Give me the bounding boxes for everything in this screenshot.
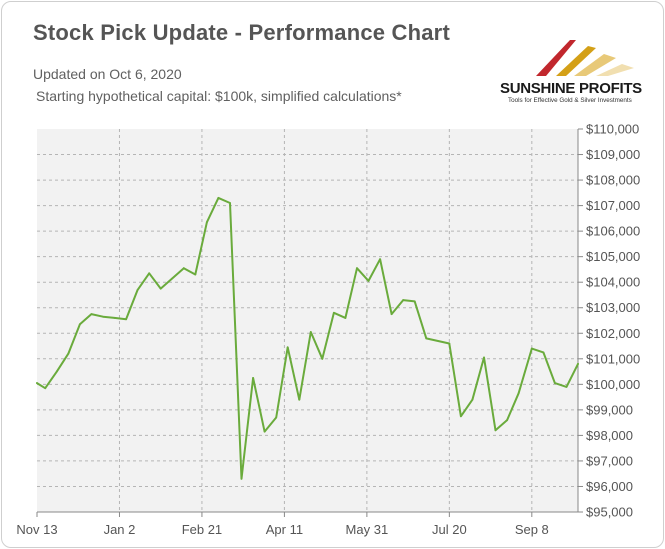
y-tick-label: $110,000 xyxy=(586,122,639,137)
y-tick-label: $100,000 xyxy=(586,377,640,392)
data-point xyxy=(298,398,301,401)
data-point xyxy=(448,342,451,345)
x-tick-label: Jul 20 xyxy=(432,522,467,537)
data-point xyxy=(402,299,405,301)
data-point xyxy=(194,273,197,276)
data-point xyxy=(113,317,116,319)
data-point xyxy=(542,351,545,354)
y-tick-label: $102,000 xyxy=(586,326,640,341)
y-tick-label: $108,000 xyxy=(586,173,640,188)
data-point xyxy=(565,385,568,388)
x-tick-label: Sep 8 xyxy=(515,522,549,537)
data-point xyxy=(148,272,151,275)
y-tick-label: $99,000 xyxy=(586,402,633,417)
data-point xyxy=(471,398,474,401)
data-point xyxy=(577,363,579,365)
plot-area xyxy=(37,129,578,512)
data-point xyxy=(67,352,70,355)
data-point xyxy=(286,346,289,349)
data-point xyxy=(506,419,508,421)
data-point xyxy=(425,337,428,340)
x-tick-label: Nov 13 xyxy=(16,522,57,537)
y-tick-label: $109,000 xyxy=(586,147,640,162)
y-tick-label: $104,000 xyxy=(586,275,640,290)
data-point xyxy=(321,357,324,360)
data-point xyxy=(205,221,208,224)
data-point xyxy=(459,415,462,418)
y-tick-label: $107,000 xyxy=(586,198,640,213)
data-point xyxy=(517,392,520,395)
data-point xyxy=(483,356,485,359)
data-point xyxy=(356,267,358,270)
capital-note: Starting hypothetical capital: $100k, si… xyxy=(36,88,402,104)
data-point xyxy=(554,382,556,384)
chart-title: Stock Pick Update - Performance Chart xyxy=(33,20,450,45)
series-layer xyxy=(36,196,579,480)
data-point xyxy=(530,347,533,350)
data-point xyxy=(413,300,416,303)
logo-name: SUNSHINE PROFITS xyxy=(500,80,642,97)
data-point xyxy=(240,477,243,480)
data-point xyxy=(217,197,220,199)
data-point xyxy=(102,315,104,318)
data-point xyxy=(159,287,162,290)
x-tick-label: Jan 2 xyxy=(104,522,136,537)
y-tick-label: $101,000 xyxy=(586,351,640,366)
data-point xyxy=(44,387,47,390)
data-point xyxy=(171,277,174,280)
data-point xyxy=(36,382,38,384)
data-point xyxy=(90,313,93,316)
grid-lines xyxy=(37,129,578,512)
axes xyxy=(36,128,583,517)
y-tick-label: $106,000 xyxy=(586,224,640,239)
data-point xyxy=(263,430,266,433)
data-point xyxy=(275,416,278,419)
data-point xyxy=(136,288,139,291)
logo-swoosh-icon xyxy=(536,40,634,76)
tick-labels: $95,000 $96,000 $97,000 $98,000 $99,000 $100,… xyxy=(16,122,640,538)
logo-tagline: Tools for Effective Gold & Silver Invest… xyxy=(508,97,632,104)
data-point xyxy=(390,313,393,316)
data-point xyxy=(252,377,254,379)
data-point xyxy=(367,280,370,282)
data-point xyxy=(344,317,347,319)
y-tick-label: $96,000 xyxy=(586,479,633,494)
data-point xyxy=(309,331,312,333)
data-point xyxy=(494,429,497,432)
data-point xyxy=(55,370,58,373)
y-tick-label: $103,000 xyxy=(586,300,640,315)
y-tick-label: $97,000 xyxy=(586,453,633,468)
x-tick-label: Feb 21 xyxy=(182,522,222,537)
x-tick-label: May 31 xyxy=(346,522,389,537)
updated-date: Updated on Oct 6, 2020 xyxy=(33,66,182,82)
x-tick-label: Apr 11 xyxy=(266,522,303,537)
data-point xyxy=(229,202,231,204)
y-tick-label: $105,000 xyxy=(586,249,640,264)
y-tick-label: $95,000 xyxy=(586,505,633,520)
data-point xyxy=(78,323,81,326)
data-point xyxy=(332,311,335,314)
data-point xyxy=(125,318,127,321)
sunshine-profits-logo: SUNSHINE PROFITS Tools for Effective Gol… xyxy=(500,36,642,106)
data-point xyxy=(379,258,381,261)
y-tick-label: $98,000 xyxy=(586,428,633,443)
data-point xyxy=(182,267,185,270)
